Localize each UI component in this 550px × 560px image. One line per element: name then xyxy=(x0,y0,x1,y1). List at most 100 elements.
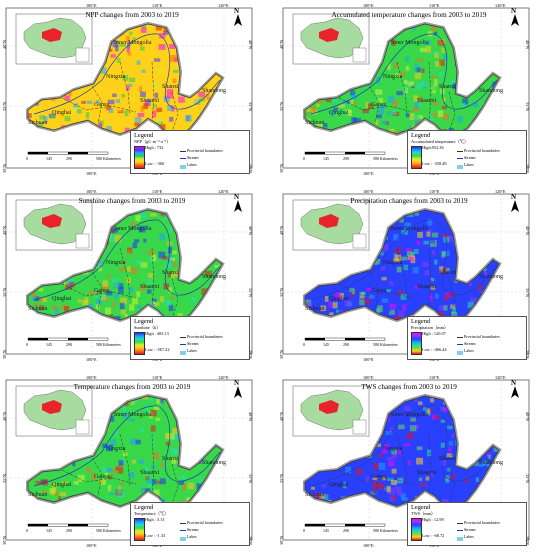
province-boundary xyxy=(428,247,432,307)
raster-cell xyxy=(100,67,107,74)
raster-cell xyxy=(141,69,146,73)
raster-cell xyxy=(175,121,179,126)
raster-cell xyxy=(339,110,346,115)
latitude-label: 40°N xyxy=(247,412,253,421)
legend: Legend NPP（gC·m⁻²·a⁻¹） High : 732 Low : -36… xyxy=(130,130,250,174)
raster-cell xyxy=(142,396,148,400)
raster-cell xyxy=(143,238,147,243)
legend-key-label: Stream xyxy=(187,155,199,160)
legend-key-label: Stream xyxy=(187,341,199,346)
raster-cell xyxy=(413,116,420,124)
china-inset xyxy=(15,385,93,437)
raster-cell xyxy=(122,75,129,81)
raster-cell xyxy=(383,444,390,448)
latitude-label: 40°N xyxy=(278,226,284,235)
raster-cell xyxy=(409,113,415,121)
line-symbol xyxy=(457,336,463,338)
raster-cell xyxy=(165,441,171,446)
legend-colorbar xyxy=(134,332,145,355)
latitude-label: 40°N xyxy=(1,40,7,49)
raster-cell xyxy=(102,443,107,448)
raster-cell xyxy=(33,291,37,299)
scale-label: 290 xyxy=(66,156,72,161)
raster-cell xyxy=(451,311,458,316)
raster-cell xyxy=(133,239,140,243)
latitude-label: 40°N xyxy=(1,412,7,421)
map-svg xyxy=(5,7,253,169)
legend-low: Low : -358.48 xyxy=(422,161,447,166)
legend-colorbar xyxy=(411,332,422,355)
raster-cell xyxy=(128,77,136,83)
legend: Legend Precipitation（mm） High : 120.07 Low … xyxy=(407,316,527,360)
raster-cell xyxy=(147,279,152,284)
longitude-label: 110°E xyxy=(429,375,440,380)
latitude-label: 35°N xyxy=(1,102,7,111)
raster-cell xyxy=(100,293,105,300)
raster-cell xyxy=(171,457,177,464)
province-label: Sichuan xyxy=(305,120,325,126)
raster-cell xyxy=(59,492,67,496)
raster-cell xyxy=(372,481,380,488)
raster-cell xyxy=(418,477,423,482)
raster-cell xyxy=(391,468,397,474)
province-label: Qinghai xyxy=(329,296,349,302)
latitude-label: 35°N xyxy=(278,288,284,297)
latitude-label: 40°N xyxy=(524,412,530,421)
raster-cell xyxy=(173,69,179,73)
lake-symbol xyxy=(457,164,463,169)
raster-cell xyxy=(482,460,487,465)
province-label: Ningxia xyxy=(106,74,126,80)
raster-cell xyxy=(159,478,166,485)
yellow-river xyxy=(33,405,221,487)
map-panel: Temperature changes from 2003 to 2019 N 10… xyxy=(2,374,272,556)
raster-cell xyxy=(315,294,319,301)
raster-cell xyxy=(142,86,149,92)
china-inset xyxy=(15,199,93,251)
province-label: Sichuan xyxy=(305,306,325,312)
raster-cell xyxy=(446,453,453,458)
raster-cell xyxy=(39,115,46,120)
raster-cell xyxy=(120,309,126,315)
basin-boundary xyxy=(27,209,223,323)
raster-cell xyxy=(434,79,438,86)
province-boundary xyxy=(61,283,137,299)
raster-cell xyxy=(408,457,413,462)
raster-cell xyxy=(434,439,441,445)
map-panel: NPP changes from 2003 to 2019 N 100°E 110°E… xyxy=(2,2,272,184)
raster-cell xyxy=(140,487,145,493)
raster-cell xyxy=(81,100,86,104)
province-boundary xyxy=(368,271,380,311)
raster-cell xyxy=(386,485,391,493)
raster-cell xyxy=(329,312,334,317)
raster-cell xyxy=(430,113,438,117)
raster-cell xyxy=(392,454,398,458)
raster-cell xyxy=(137,112,145,117)
raster-cell xyxy=(413,95,418,103)
scale-label: 0 xyxy=(26,528,28,533)
province-boundary xyxy=(119,247,131,301)
raster-cell xyxy=(66,281,72,285)
raster-cell xyxy=(435,61,442,67)
province-label: Shanxi xyxy=(162,456,179,462)
longitude-label: 110°E xyxy=(152,3,163,8)
raster-cell xyxy=(350,293,354,298)
raster-cell xyxy=(394,486,402,492)
raster-cell xyxy=(493,446,499,452)
raster-cell xyxy=(146,24,154,28)
legend-key-label: Lakes xyxy=(464,348,474,353)
raster-cell xyxy=(390,479,397,486)
raster-cell xyxy=(164,82,171,90)
scale-label: 290 xyxy=(343,156,349,161)
raster-cell xyxy=(77,298,82,303)
province-label: Shandong xyxy=(202,274,226,280)
raster-cell xyxy=(443,47,449,52)
raster-cell xyxy=(440,419,446,423)
raster-cell xyxy=(135,215,141,222)
lake-symbol xyxy=(457,350,463,355)
raster-cell xyxy=(147,250,155,255)
raster-cell xyxy=(118,467,124,474)
raster-cell xyxy=(447,467,451,472)
legend-variable: Sunshine（h） xyxy=(134,325,161,330)
raster-cell xyxy=(168,304,174,312)
raster-cell xyxy=(378,462,386,470)
